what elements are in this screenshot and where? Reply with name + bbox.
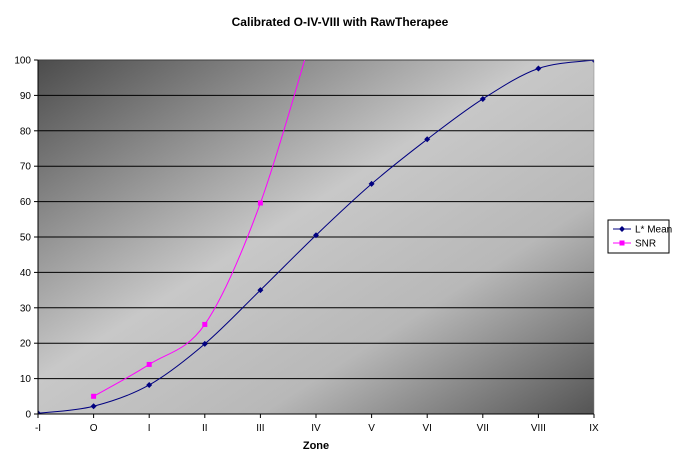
legend: L* Mean SNR [607, 219, 672, 254]
series-layer [38, 60, 594, 414]
x-tick-label: II [202, 423, 208, 434]
x-tick-label: VIII [531, 423, 546, 434]
x-tick-label: O [90, 423, 98, 434]
x-tick-label: VI [422, 423, 431, 434]
legend-label-snr: SNR [635, 239, 656, 250]
x-tick-label: IX [589, 423, 599, 434]
data-point-snr [91, 393, 97, 399]
data-point-l-mean [201, 340, 208, 347]
data-point-l-mean [90, 403, 97, 410]
data-point-l-mean [424, 136, 431, 143]
x-tick-label: I [148, 423, 151, 434]
y-axis: 0 10 20 30 40 50 60 70 80 90 100 [14, 56, 38, 421]
legend-marker-snr [619, 240, 625, 246]
x-tick-label: V [368, 423, 375, 434]
y-tick-label: 60 [20, 197, 32, 208]
legend-box [607, 219, 670, 254]
series-line-snr [93, 60, 306, 397]
y-tick-label: 30 [20, 303, 32, 314]
legend-marker-l-mean [619, 226, 625, 232]
x-tick-label: VII [477, 423, 489, 434]
y-tick-label: 70 [20, 162, 32, 173]
data-point-l-mean [479, 95, 486, 102]
data-point-snr [146, 361, 152, 367]
y-tick-label: 40 [20, 268, 32, 279]
x-axis-label: Zone [303, 440, 329, 452]
y-tick-label: 50 [20, 233, 32, 244]
y-tick-label: 20 [20, 339, 32, 350]
x-tick-label: III [256, 423, 264, 434]
x-axis: -I O I II III IV V VI VII VIII IX [35, 414, 599, 434]
y-tick-label: 90 [20, 91, 32, 102]
y-tick-label: 10 [20, 374, 32, 385]
y-tick-label: 0 [25, 410, 31, 421]
data-point-l-mean [591, 60, 594, 63]
data-point-l-mean [535, 65, 542, 72]
data-point-l-mean [146, 381, 153, 388]
y-tick-label: 80 [20, 126, 32, 137]
data-point-l-mean [257, 287, 264, 294]
data-point-l-mean [38, 410, 41, 414]
x-tick-label: IV [311, 423, 321, 434]
data-point-snr [202, 321, 208, 327]
legend-label-l-mean: L* Mean [635, 225, 672, 236]
data-point-l-mean [368, 180, 375, 187]
chart-title: Calibrated O-IV-VIII with RawTherapee [232, 15, 449, 29]
y-tick-label: 100 [14, 56, 31, 67]
x-tick-label: -I [35, 423, 41, 434]
data-point-l-mean [313, 232, 319, 239]
data-point-snr [257, 200, 263, 206]
